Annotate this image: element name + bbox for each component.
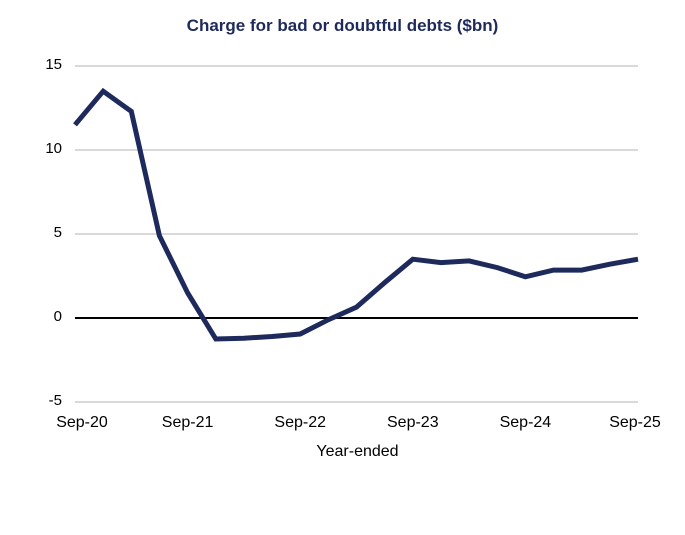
x-tick-label: Sep-22 [274,414,326,431]
x-tick-label: Sep-23 [387,414,439,431]
chart-title: Charge for bad or doubtful debts ($bn) [186,16,499,35]
x-tick-label: Sep-24 [499,414,552,431]
y-tick-label: 5 [53,224,62,241]
y-tick-label: 15 [45,56,62,73]
y-tick-label: 0 [53,308,62,325]
x-axis-label: Year-ended [316,443,399,460]
series-line [73,87,639,342]
gridlines [75,65,638,403]
x-tick-label: Sep-20 [56,414,108,431]
y-tick-label: 10 [45,140,62,157]
y-tick-label: -5 [48,392,62,409]
x-tick-label: Sep-25 [609,414,661,431]
x-tick-label: Sep-21 [161,414,214,431]
